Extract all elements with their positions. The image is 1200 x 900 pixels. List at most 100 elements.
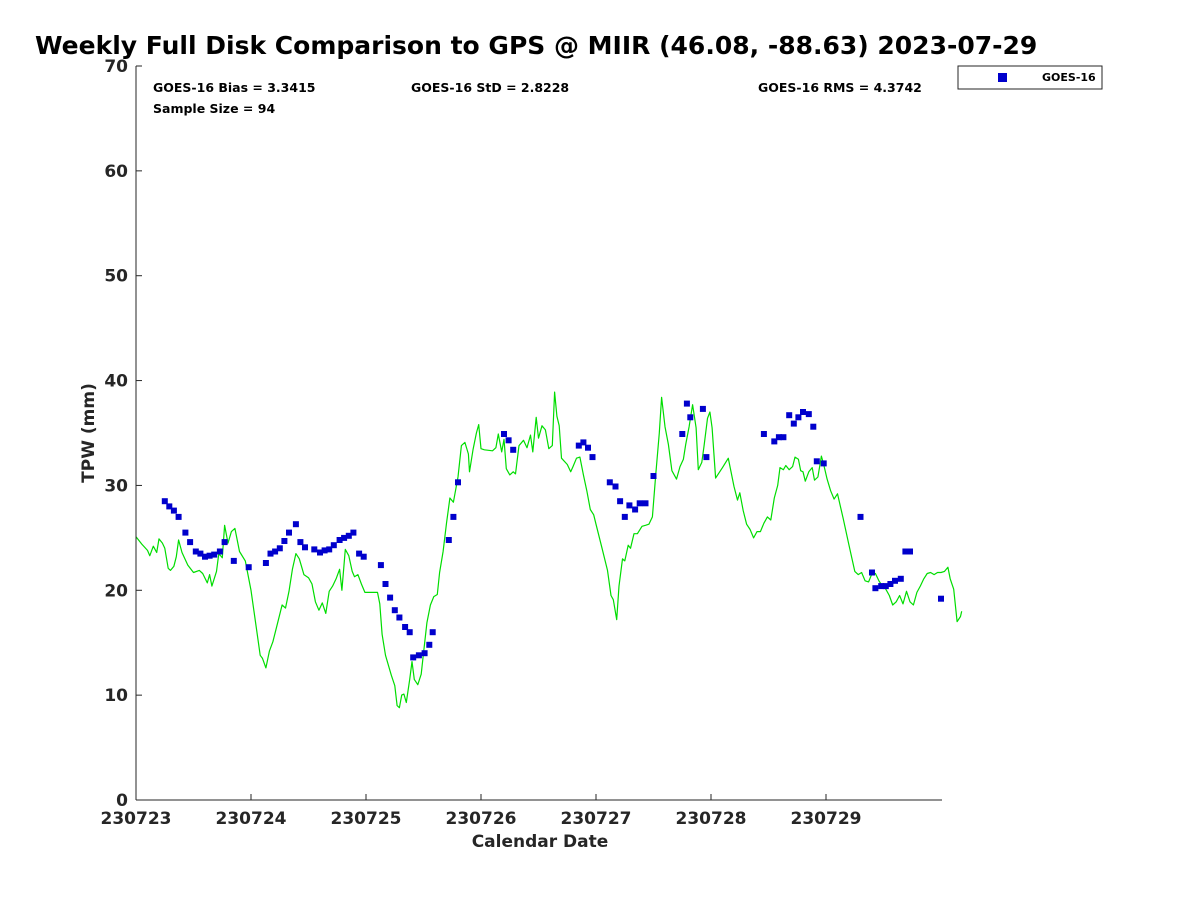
goes-point [795,414,802,421]
goes-point [857,513,864,520]
goes-point [805,411,812,418]
chart-title: Weekly Full Disk Comparison to GPS @ MII… [35,31,1037,60]
goes-point [267,550,274,557]
goes-point [617,498,624,505]
x-tick-label: 230726 [446,809,517,829]
plot-area [136,66,942,800]
goes-point [187,539,194,546]
goes-point [396,614,403,621]
goes-point [775,434,782,441]
goes-point [175,513,182,520]
goes-point [415,652,422,659]
goes-point [262,560,269,566]
legend: GOES-16 [957,65,1103,90]
goes-point [345,532,352,539]
sample-size-stat: Sample Size = 94 [153,101,275,116]
goes-point [377,562,384,569]
goes-point [330,542,337,549]
goes-point [445,537,452,543]
goes-point [272,548,279,555]
goes-point [161,498,168,505]
goes-point [820,460,827,467]
goes-point [760,431,767,437]
goes-point [429,629,436,636]
goes-point [391,607,398,614]
goes-point [281,538,288,544]
goes-point [406,629,413,636]
y-tick-label: 0 [116,791,128,811]
x-tick-label: 230725 [331,809,402,829]
goes-point [813,458,820,465]
goes-point [786,412,793,419]
goes-point [245,564,252,571]
goes-point [575,442,582,449]
goes-point [636,500,643,507]
goes-point [455,479,461,486]
goes-point [356,550,363,557]
goes-point [206,552,213,559]
y-tick-label: 30 [104,476,128,496]
goes-point [632,506,639,513]
goes-point [699,405,706,412]
x-tick-label: 230723 [101,809,172,829]
goes-point [421,650,428,657]
goes-point [360,553,367,560]
goes-point [878,583,885,590]
std-stat: GOES-16 StD = 2.8228 [411,80,569,95]
goes-point [902,548,909,555]
y-tick-label: 10 [104,686,128,706]
goes-point [872,585,879,592]
goes-point [221,539,228,546]
goes-point [286,529,292,536]
goes-point [311,546,318,553]
goes-point [606,479,613,486]
goes-point [612,483,619,490]
goes-point [450,513,457,520]
goes-point [683,400,690,407]
y-tick-label: 50 [104,267,128,287]
goes-point [887,581,894,587]
goes-point [302,544,308,551]
goes-point [182,529,189,536]
goes-point [166,503,173,510]
goes-series [161,400,944,661]
goes-point [882,583,889,590]
gps-series [135,391,963,709]
goes-point [336,537,343,543]
goes-point [350,529,357,536]
goes-point [426,641,433,648]
goes-point [341,534,348,541]
y-tick-label: 70 [104,57,128,77]
goes-point [276,545,283,552]
legend-marker-goes [998,73,1007,82]
legend-label-goes: GOES-16 [1042,71,1096,84]
y-axis-ticks: 0 10 20 30 40 50 60 70 [104,57,142,811]
goes-point [703,454,710,461]
goes-point [170,507,177,514]
goes-point [650,473,657,479]
goes-point [580,439,587,446]
goes-point [897,575,904,582]
goes-point [317,549,323,556]
goes-point [800,409,806,415]
goes-point [297,539,304,546]
goes-point [892,577,898,584]
x-axis-label: Calendar Date [472,832,609,852]
y-axis-label: TPW (mm) [79,383,99,483]
goes-point [321,547,328,554]
goes-point [202,553,208,560]
goes-point [402,624,409,630]
goes-point [410,654,417,661]
bias-stat: GOES-16 Bias = 3.3415 [153,80,315,95]
x-tick-label: 230724 [216,809,287,829]
goes-point [626,502,633,509]
goes-point [938,595,944,602]
x-tick-label: 230728 [676,809,747,829]
y-tick-label: 40 [104,372,128,392]
goes-point [216,548,223,555]
rms-stat: GOES-16 RMS = 4.3742 [758,80,922,95]
y-tick-label: 20 [104,581,128,601]
goes-point [771,438,778,445]
gps-line [135,391,963,709]
